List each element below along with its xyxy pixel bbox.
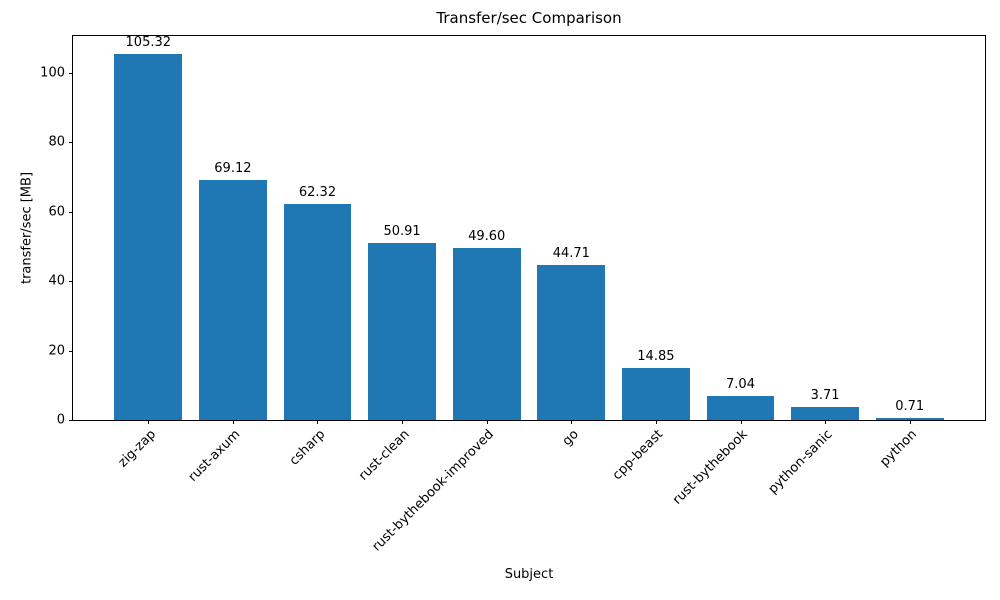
bar-csharp	[283, 203, 352, 420]
bar-cpp-beast	[622, 368, 690, 420]
x-tick	[232, 420, 234, 424]
bar-rust-bythebook-improved	[452, 247, 521, 420]
y-tick-label: 60	[48, 204, 65, 220]
x-tick	[486, 420, 488, 424]
bar-value-label: 49.60	[468, 228, 506, 244]
bar-value-label: 62.32	[298, 184, 337, 200]
bar-value-label: 50.91	[383, 224, 421, 240]
bar-rust-axum	[199, 180, 267, 420]
y-tick-label: 80	[48, 134, 65, 150]
chart-title: Transfer/sec Comparison	[436, 9, 622, 27]
x-tick	[909, 420, 911, 424]
x-tick-label-zig-zap: zig-zap	[115, 427, 159, 471]
x-tick	[317, 420, 319, 424]
bar-value-label: 0.71	[895, 398, 925, 414]
y-tick	[69, 350, 73, 352]
x-tick	[825, 420, 827, 424]
bar-value-label: 105.32	[125, 35, 172, 51]
x-tick	[655, 420, 657, 424]
y-tick	[69, 142, 73, 144]
x-tick-label-go: go	[559, 427, 582, 450]
x-tick-label-python: python	[877, 427, 921, 470]
bar-value-label: 44.71	[552, 245, 590, 261]
x-tick-label-cpp-beast: cpp-beast	[610, 427, 667, 484]
y-tick-label: 40	[48, 273, 65, 289]
x-tick-label-rust-clean: rust-clean	[356, 427, 413, 484]
x-tick	[571, 420, 573, 424]
bar-python	[875, 417, 944, 420]
bar-value-label: 3.71	[810, 388, 840, 404]
y-tick-label: 100	[40, 65, 65, 81]
bar-value-label: 69.12	[214, 161, 252, 176]
bar-rust-bythebook	[706, 395, 775, 420]
x-axis-label: Subject	[504, 567, 554, 582]
y-tick	[69, 211, 73, 213]
x-tick	[740, 420, 742, 424]
x-tick-label-csharp: csharp	[286, 427, 329, 469]
x-tick-label-python-sanic: python-sanic	[765, 427, 836, 497]
y-axis-label: transfer/sec [MB]	[19, 171, 35, 285]
bar-go	[537, 264, 606, 420]
y-tick-label: 20	[48, 343, 65, 359]
bar-value-label: 14.85	[637, 349, 675, 365]
plot-area: 105.32 zig-zap 69.12 rust-axum 62.32 csharp 50…	[40, 35, 986, 554]
x-tick-label-rust-bythebook: rust-bythebook	[670, 427, 752, 508]
y-tick	[69, 72, 73, 74]
bar-python-sanic	[791, 407, 859, 420]
x-tick	[402, 420, 404, 424]
bar-rust-clean	[368, 243, 436, 420]
x-tick	[148, 420, 150, 424]
bar-value-label: 7.04	[726, 376, 755, 392]
y-tick	[69, 281, 73, 283]
y-tick-label: 0	[56, 412, 65, 428]
y-tick	[69, 420, 73, 421]
bar-zig-zap	[114, 54, 183, 420]
x-tick-label-rust-axum: rust-axum	[185, 427, 244, 485]
